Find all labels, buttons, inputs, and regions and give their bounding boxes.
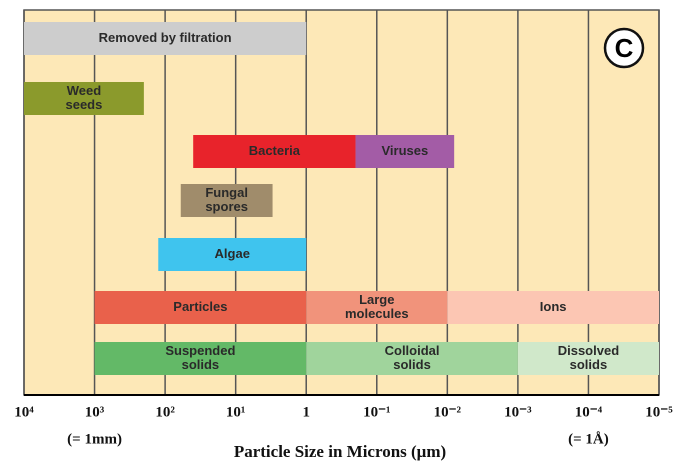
- bar-label: Particles: [173, 299, 227, 314]
- bar-label: solids: [182, 357, 220, 372]
- x-tick-label: 10²: [155, 404, 175, 420]
- annotation: (= 1mm): [67, 431, 122, 447]
- badge-circle: [603, 27, 645, 69]
- bar-label: Weed: [67, 83, 101, 98]
- x-tick-label: 10⁻²: [434, 404, 462, 420]
- bar-label: molecules: [345, 306, 409, 321]
- x-tick-label: 10⁻³: [504, 404, 532, 420]
- bar: [94, 342, 307, 375]
- x-tick-label: 10¹: [226, 404, 246, 420]
- bar: [180, 184, 273, 217]
- bar-label: Large: [359, 292, 394, 307]
- bar: [306, 342, 518, 375]
- bar: [355, 135, 455, 168]
- bar-label: Dissolved: [558, 343, 619, 358]
- bar: [193, 135, 356, 168]
- x-tick-label: 10⁻¹: [363, 404, 390, 420]
- x-tick-label: 10³: [85, 404, 105, 420]
- bar-label: seeds: [65, 97, 102, 112]
- bar-label: spores: [205, 199, 248, 214]
- bar: [94, 291, 307, 324]
- bar: [158, 238, 307, 271]
- bar-label: solids: [570, 357, 608, 372]
- bar-label: Removed by filtration: [99, 30, 232, 45]
- bar: [24, 22, 307, 55]
- bar-label: Algae: [215, 246, 250, 261]
- bar-label: Ions: [540, 299, 567, 314]
- badge: C: [615, 33, 634, 63]
- bar-label: Viruses: [381, 143, 428, 158]
- bar-label: solids: [393, 357, 431, 372]
- annotation: (= 1Å): [568, 431, 609, 447]
- bar-label: Suspended: [165, 343, 235, 358]
- bar: [306, 291, 448, 324]
- plot-background: [24, 10, 659, 395]
- bar: [24, 82, 144, 115]
- bar-label: Colloidal: [385, 343, 440, 358]
- bar: [517, 342, 659, 375]
- x-tick-label: 10⁻⁴: [575, 404, 603, 420]
- x-tick-label: 10⁴: [14, 404, 34, 420]
- bar: [447, 291, 659, 324]
- bar-label: Bacteria: [249, 143, 301, 158]
- x-tick-label: 1: [302, 404, 310, 420]
- x-axis-label: Particle Size in Microns (μm): [234, 442, 446, 461]
- bar-label: Fungal: [205, 185, 248, 200]
- x-tick-label: 10⁻⁵: [645, 404, 673, 420]
